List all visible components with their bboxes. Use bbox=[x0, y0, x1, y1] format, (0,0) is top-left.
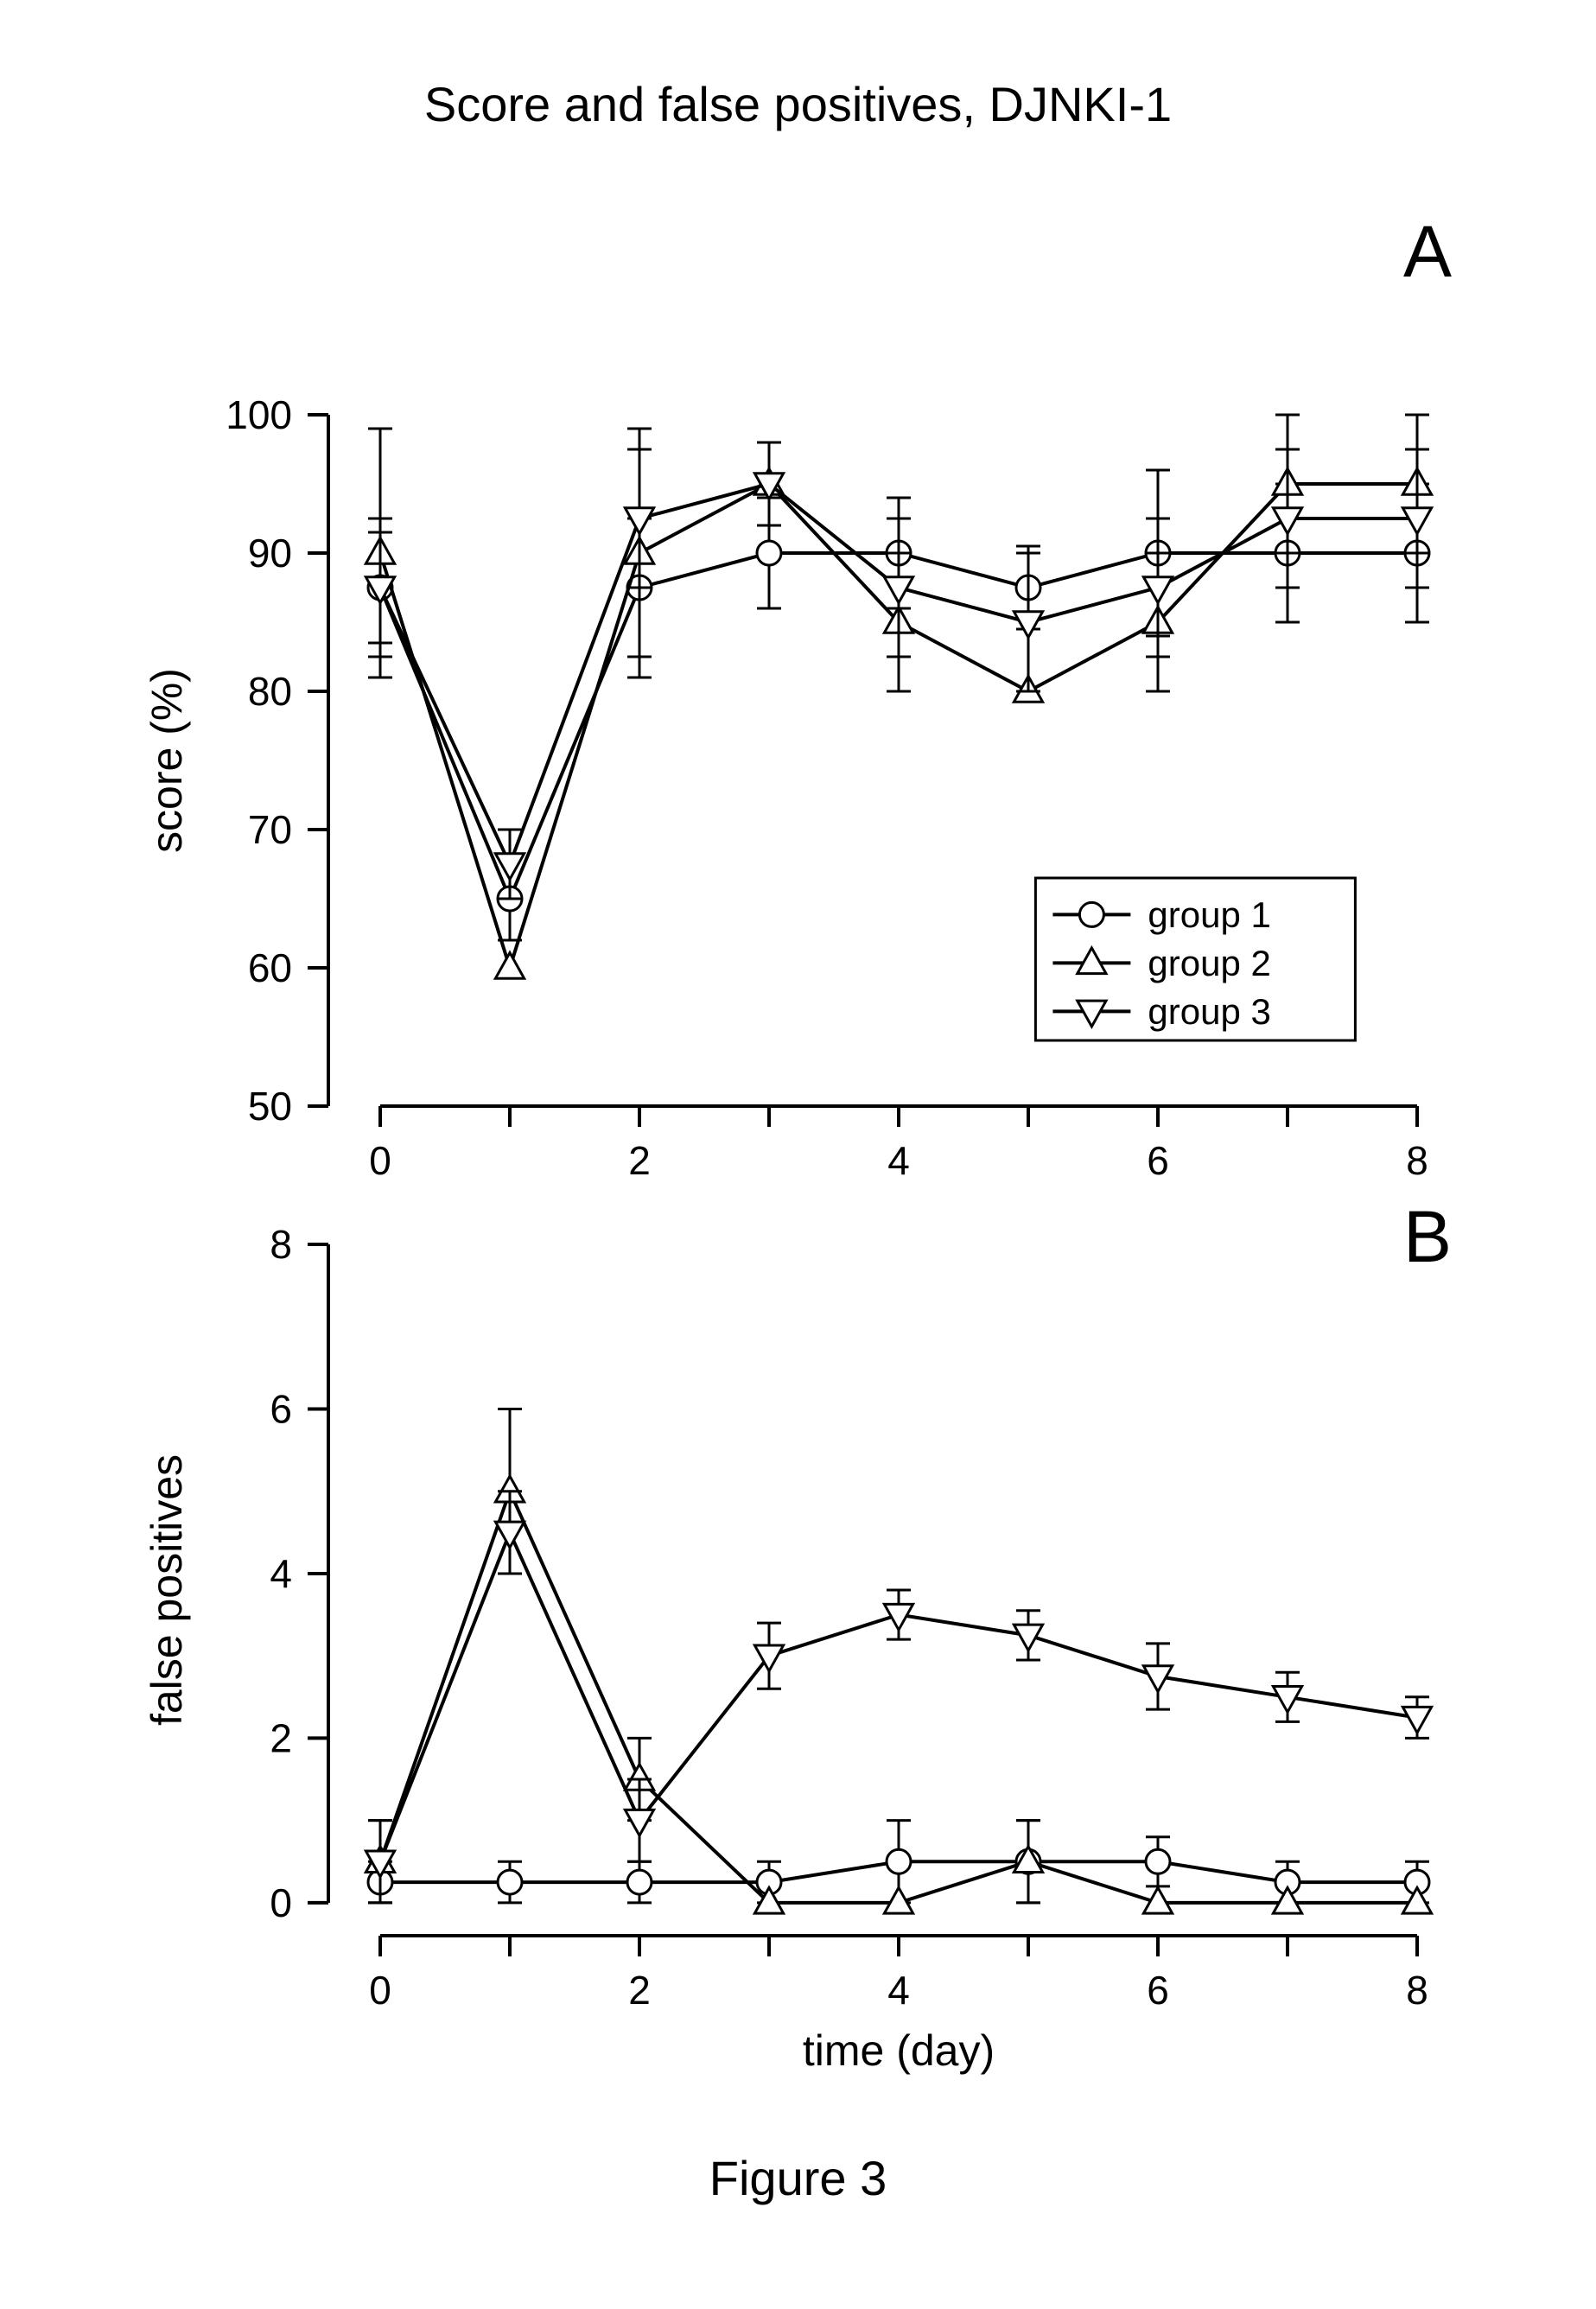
svg-text:8: 8 bbox=[270, 1222, 292, 1267]
svg-text:2: 2 bbox=[628, 1968, 651, 2013]
svg-text:8: 8 bbox=[1406, 1138, 1428, 1183]
svg-text:score (%): score (%) bbox=[143, 668, 191, 853]
svg-text:4: 4 bbox=[270, 1551, 292, 1596]
svg-text:0: 0 bbox=[270, 1880, 292, 1925]
svg-text:2: 2 bbox=[270, 1716, 292, 1761]
figure-page: Score and false positives, DJNKI-1506070… bbox=[0, 0, 1596, 2309]
svg-text:group 2: group 2 bbox=[1148, 943, 1270, 983]
svg-text:90: 90 bbox=[248, 531, 292, 576]
svg-text:0: 0 bbox=[369, 1138, 391, 1183]
svg-text:50: 50 bbox=[248, 1084, 292, 1129]
svg-text:100: 100 bbox=[226, 392, 292, 437]
svg-text:group 3: group 3 bbox=[1148, 991, 1270, 1032]
svg-text:A: A bbox=[1403, 211, 1452, 292]
svg-text:0: 0 bbox=[369, 1968, 391, 2013]
svg-text:Score and false positives, DJN: Score and false positives, DJNKI-1 bbox=[424, 77, 1172, 131]
svg-text:6: 6 bbox=[1147, 1138, 1169, 1183]
svg-text:Figure 3: Figure 3 bbox=[709, 2151, 887, 2205]
svg-text:8: 8 bbox=[1406, 1968, 1428, 2013]
svg-text:false positives: false positives bbox=[143, 1454, 191, 1726]
legend: group 1 group 2 group 3 bbox=[1035, 878, 1355, 1040]
svg-text:80: 80 bbox=[248, 669, 292, 714]
svg-text:group 1: group 1 bbox=[1148, 894, 1270, 935]
svg-text:4: 4 bbox=[887, 1968, 910, 2013]
svg-text:60: 60 bbox=[248, 945, 292, 990]
svg-text:4: 4 bbox=[887, 1138, 910, 1183]
svg-text:time (day): time (day) bbox=[803, 2026, 995, 2075]
svg-text:70: 70 bbox=[248, 807, 292, 852]
figure-svg: Score and false positives, DJNKI-1506070… bbox=[0, 0, 1596, 2309]
svg-text:2: 2 bbox=[628, 1138, 651, 1183]
svg-text:B: B bbox=[1403, 1196, 1452, 1277]
svg-text:6: 6 bbox=[270, 1387, 292, 1432]
svg-text:6: 6 bbox=[1147, 1968, 1169, 2013]
